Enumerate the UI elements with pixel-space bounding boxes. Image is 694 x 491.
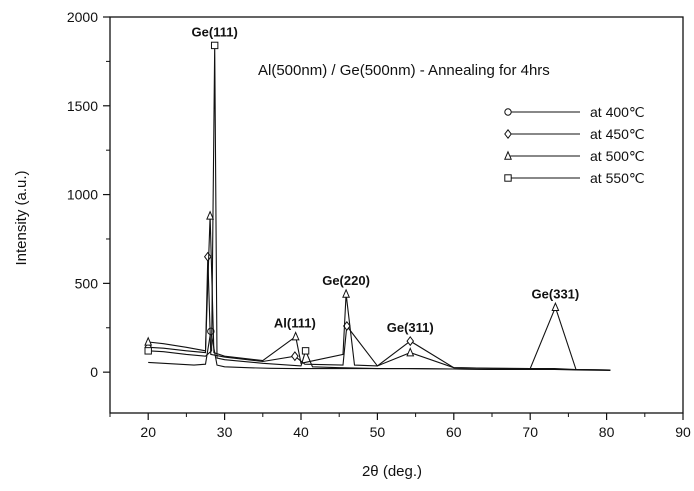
x-tick-label: 90 (675, 424, 691, 440)
data-point (551, 301, 560, 312)
data-point (144, 336, 153, 346)
series-triangle (144, 210, 611, 371)
legend-item: at 500℃ (504, 148, 645, 164)
peak-label: Al(111) (274, 316, 316, 331)
data-point (206, 210, 215, 220)
data-point (207, 327, 215, 336)
data-point (203, 251, 212, 262)
legend-marker (504, 128, 512, 140)
data-point (342, 288, 351, 298)
plot-frame (109, 16, 684, 414)
legend-marker (504, 174, 512, 182)
peak-label: Ge(111) (192, 24, 238, 39)
data-point (406, 336, 415, 347)
legend-item: at 550℃ (504, 170, 645, 186)
series-layer (144, 41, 611, 371)
data-point (301, 347, 310, 355)
data-point (291, 351, 299, 362)
plot-title: Al(500nm) / Ge(500nm) - Annealing for 4h… (258, 62, 550, 79)
legend-label: at 400℃ (590, 104, 645, 120)
y-tick-label: 0 (90, 364, 98, 380)
data-point (210, 41, 219, 50)
series-circle (148, 327, 611, 371)
peak-label: Ge(220) (322, 273, 370, 288)
x-tick-label: 20 (140, 424, 156, 440)
y-tick-label: 1000 (67, 187, 98, 203)
peak-label: Ge(331) (532, 286, 580, 301)
x-tick-label: 40 (293, 424, 309, 440)
x-tick-label: 30 (217, 424, 233, 440)
series-line (148, 215, 611, 371)
x-axis-title: 2θ (deg.) (362, 463, 422, 480)
data-point (291, 331, 300, 341)
axes-layer: 20 30 40 50 60 70 80 90 0 500 1000 1500 2000 (67, 9, 691, 440)
y-axis-title: Intensity (a.u.) (13, 170, 30, 265)
y-tick-label: 1500 (67, 98, 98, 114)
x-tick-label: 60 (446, 424, 462, 440)
data-point (406, 347, 415, 357)
legend-item: at 450℃ (504, 126, 645, 142)
legend-label: at 500℃ (590, 148, 645, 164)
legend-item: at 400℃ (504, 104, 645, 120)
series-square (144, 41, 611, 371)
series-line (148, 45, 611, 371)
legend: at 400℃ at 450℃ at 500℃ at 550℃ (504, 104, 645, 186)
legend-label: at 550℃ (590, 170, 645, 186)
x-tick-label: 70 (522, 424, 538, 440)
legend-label: at 450℃ (590, 126, 645, 142)
x-tick-label: 50 (370, 424, 386, 440)
data-point (144, 347, 152, 355)
x-tick-label: 80 (599, 424, 615, 440)
peak-label: Ge(311) (387, 320, 434, 335)
legend-marker (504, 150, 512, 160)
legend-marker (504, 108, 512, 116)
y-tick-label: 500 (75, 275, 99, 291)
annotation-layer: Ge(111) Al(111) Ge(220) Ge(311) Ge(331) (192, 24, 580, 335)
series-line (148, 256, 611, 371)
y-tick-label: 2000 (67, 9, 98, 25)
